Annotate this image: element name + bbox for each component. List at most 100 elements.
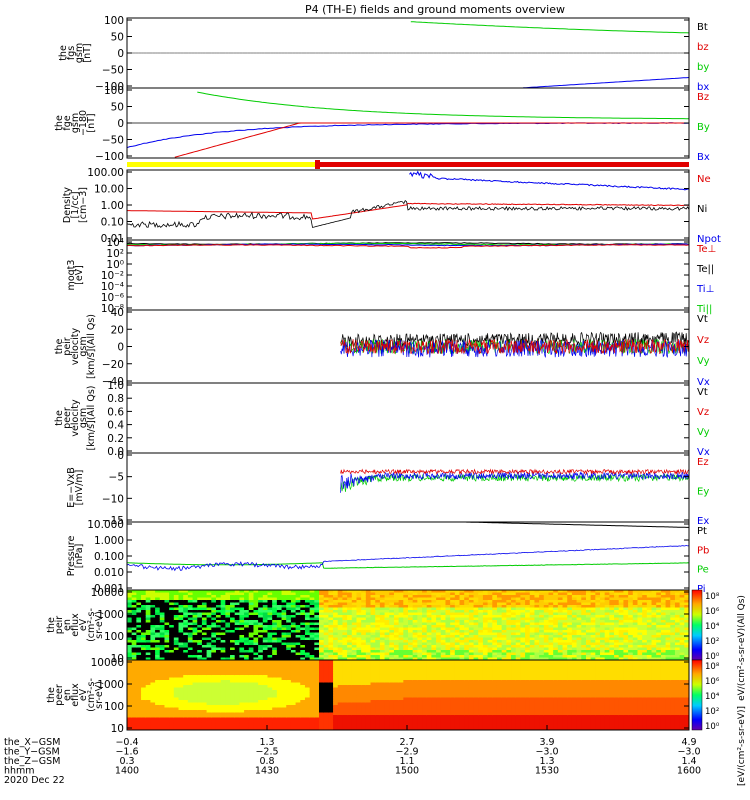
heatmap-cell — [215, 655, 222, 659]
heatmap-cell — [557, 612, 564, 616]
heatmap-cell — [253, 625, 259, 629]
heatmap-cell — [553, 637, 559, 641]
heatmap-cell — [604, 620, 610, 624]
heatmap-cell — [328, 700, 334, 704]
heatmap-cell — [290, 635, 297, 639]
heatmap-cell — [417, 600, 423, 604]
heatmap-cell — [234, 722, 240, 726]
heatmap-cell — [131, 725, 137, 729]
heatmap-cell — [155, 637, 161, 641]
heatmap-cell — [164, 612, 170, 616]
heatmap-cell — [127, 602, 133, 606]
heatmap-cell — [365, 635, 372, 639]
heatmap-cell — [679, 600, 685, 604]
heatmap-cell — [131, 670, 137, 674]
heatmap-cell — [562, 590, 568, 594]
heatmap-cell — [534, 635, 540, 639]
heatmap-cell — [206, 662, 212, 666]
heatmap-cell — [192, 592, 198, 596]
heatmap-cell — [300, 722, 306, 726]
heatmap-cell — [403, 645, 409, 649]
y-axis-label: thepeirenefluxeV(cm²-s-sr-eV) — [46, 608, 105, 642]
heatmap-cell — [585, 655, 592, 659]
heatmap-cell — [553, 600, 559, 604]
heatmap-cell — [314, 712, 320, 716]
heatmap-cell — [328, 695, 334, 699]
heatmap-cell — [258, 702, 264, 706]
heatmap-cell — [159, 682, 166, 686]
heatmap-cell — [239, 685, 245, 689]
heatmap-cell — [290, 725, 297, 729]
heatmap-cell — [515, 645, 521, 649]
heatmap-cell — [239, 725, 245, 729]
heatmap-cell — [604, 627, 610, 631]
heatmap-cell — [192, 682, 198, 686]
heatmap-cell — [571, 595, 578, 599]
heatmap-cell — [169, 685, 175, 689]
heatmap-cell — [557, 645, 564, 649]
heatmap-cell — [159, 715, 166, 719]
heatmap-cell — [127, 690, 133, 694]
heatmap-cell — [276, 655, 283, 659]
heatmap-cell — [220, 702, 226, 706]
heatmap-cell — [239, 632, 245, 636]
heatmap-cell — [333, 700, 339, 704]
heatmap-cell — [286, 620, 292, 624]
heatmap-cell — [206, 660, 212, 664]
heatmap-cell — [314, 697, 320, 701]
heatmap-cell — [632, 615, 639, 619]
heatmap-cell — [511, 610, 517, 614]
heatmap-cell — [384, 625, 390, 629]
heatmap-cell — [253, 707, 259, 711]
heatmap-cell — [553, 655, 559, 659]
heatmap-cell — [351, 655, 358, 659]
heatmap-cell — [333, 670, 339, 674]
heatmap-cell — [187, 620, 194, 624]
heatmap-cell — [450, 645, 456, 649]
heatmap-cell — [178, 592, 184, 596]
heatmap-cell — [520, 607, 526, 611]
heatmap-cell — [417, 630, 423, 634]
heatmap-cell — [211, 722, 217, 726]
heatmap-cell — [431, 652, 437, 656]
heatmap-cell — [309, 597, 315, 601]
heatmap-cell — [342, 660, 348, 664]
heatmap-cell — [328, 612, 334, 616]
y-axis-label-line: gsm — [78, 336, 89, 356]
heatmap-cell — [201, 720, 208, 724]
heatmap-cell — [515, 602, 521, 606]
heatmap-cell — [333, 652, 339, 656]
heatmap-cell — [230, 687, 236, 691]
heatmap-cell — [201, 652, 208, 656]
heatmap-cell — [337, 720, 344, 724]
heatmap-cell — [178, 637, 184, 641]
heatmap-cell — [328, 672, 334, 676]
heatmap-cell — [614, 630, 620, 634]
heatmap-cell — [295, 727, 301, 730]
heatmap-cell — [628, 605, 634, 609]
heatmap-cell — [450, 622, 456, 626]
heatmap-cell — [164, 652, 170, 656]
heatmap-cell — [262, 635, 269, 639]
heatmap-cell — [253, 645, 259, 649]
heatmap-cell — [244, 660, 250, 664]
heatmap-cell — [286, 692, 292, 696]
heatmap-cell — [309, 685, 315, 689]
heatmap-cell — [295, 665, 301, 669]
heatmap-cell — [351, 677, 358, 681]
heatmap-cell — [646, 592, 653, 596]
heatmap-cell — [684, 622, 689, 626]
heatmap-cell — [314, 720, 320, 724]
heatmap-cell — [300, 607, 306, 611]
heatmap-cell — [197, 722, 203, 726]
heatmap-cell — [585, 645, 592, 649]
heatmap-cell — [215, 665, 222, 669]
y-axis-label-line: gsm — [70, 113, 81, 133]
heatmap-cell — [660, 645, 667, 649]
heatmap-cell — [492, 642, 498, 646]
heatmap-cell — [328, 635, 334, 639]
heatmap-cell — [319, 727, 325, 730]
heatmap-cell — [244, 625, 250, 629]
heatmap-cell — [342, 657, 348, 660]
heatmap-cell — [192, 617, 198, 621]
